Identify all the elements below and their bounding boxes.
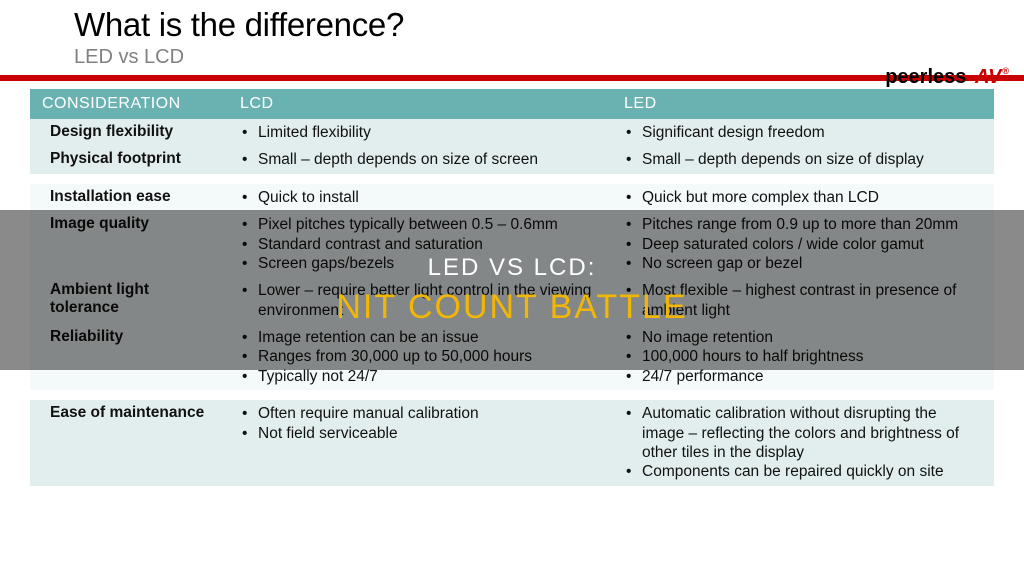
table-row: Installation ease Quick to install Quick b… — [30, 184, 994, 211]
list-item: Typically not 24/7 — [240, 367, 600, 386]
list-item: Deep saturated colors / wide color gamut — [624, 235, 982, 254]
table-row: Ambient light tolerance Lower – require b… — [30, 277, 994, 324]
list-item: Significant design freedom — [624, 123, 982, 142]
brand-part1: peerless — [885, 66, 966, 89]
list-item: Pixel pitches typically between 0.5 – 0.… — [240, 215, 600, 234]
cell-led: Automatic calibration without disrupting… — [612, 400, 994, 486]
page-title: What is the difference? — [74, 6, 1024, 44]
header-rule — [0, 75, 1024, 81]
cell-lcd: Often require manual calibrationNot fiel… — [228, 400, 612, 486]
list-item: 24/7 performance — [624, 367, 982, 386]
col-header-led: LED — [612, 89, 994, 119]
list-item: No screen gap or bezel — [624, 254, 982, 273]
brand-dash: - — [966, 66, 975, 89]
list-item: Small – depth depends on size of display — [624, 150, 982, 169]
page-subtitle: LED vs LCD — [74, 46, 1024, 69]
list-item: Image retention can be an issue — [240, 328, 600, 347]
brand-registered: ® — [1002, 66, 1009, 76]
table-row: Physical footprint Small – depth depends … — [30, 146, 994, 173]
cell-led: Pitches range from 0.9 up to more than 2… — [612, 211, 994, 277]
cell-lcd: Pixel pitches typically between 0.5 – 0.… — [228, 211, 612, 277]
table-row: ReliabilityImage retention can be an iss… — [30, 324, 994, 390]
cell-led: Quick but more complex than LCD — [612, 184, 994, 211]
col-header-lcd: LCD — [228, 89, 612, 119]
row-spacer — [30, 174, 994, 184]
list-item: Quick but more complex than LCD — [624, 188, 982, 207]
table-row: Design flexibility Limited flexibility Sig… — [30, 119, 994, 146]
list-item: Lower – require better light control in … — [240, 281, 600, 320]
list-item: No image retention — [624, 328, 982, 347]
cell-consideration: Image quality — [30, 211, 228, 277]
cell-consideration: Ambient light tolerance — [30, 277, 228, 324]
table-row: Image quality Pixel pitches typically bet… — [30, 211, 994, 277]
table-body: Design flexibility Limited flexibility Sig… — [30, 119, 994, 486]
col-header-consideration: CONSIDERATION — [30, 89, 228, 119]
cell-consideration: Reliability — [30, 324, 228, 390]
cell-led: Small – depth depends on size of display — [612, 146, 994, 173]
list-item: Pitches range from 0.9 up to more than 2… — [624, 215, 982, 234]
cell-lcd: Quick to install — [228, 184, 612, 211]
watermark: Shun Digital — [920, 515, 1002, 531]
cell-consideration: Installation ease — [30, 184, 228, 211]
list-item: 100,000 hours to half brightness — [624, 347, 982, 366]
list-item: Small – depth depends on size of screen — [240, 150, 600, 169]
cell-led: No image retention100,000 hours to half … — [612, 324, 994, 390]
cell-consideration: Ease of maintenance — [30, 400, 228, 486]
cell-lcd: Lower – require better light control in … — [228, 277, 612, 324]
title-block: What is the difference? LED vs LCD — [0, 0, 1024, 69]
list-item: Often require manual calibration — [240, 404, 600, 423]
cell-lcd: Image retention can be an issueRanges fr… — [228, 324, 612, 390]
table-row: Ease of maintenanceOften require manual … — [30, 400, 994, 486]
table-header-row: CONSIDERATION LCD LED — [30, 89, 994, 119]
comparison-table: CONSIDERATION LCD LED Design flexibility… — [30, 89, 994, 486]
list-item: Most flexible – highest contrast in pres… — [624, 281, 982, 320]
cell-lcd: Limited flexibility — [228, 119, 612, 146]
list-item: Screen gaps/bezels — [240, 254, 600, 273]
slide: What is the difference? LED vs LCD peerl… — [0, 0, 1024, 567]
list-item: Ranges from 30,000 up to 50,000 hours — [240, 347, 600, 366]
list-item: Automatic calibration without disrupting… — [624, 404, 982, 462]
list-item: Limited flexibility — [240, 123, 600, 142]
list-item: Standard contrast and saturation — [240, 235, 600, 254]
cell-consideration: Physical footprint — [30, 146, 228, 173]
brand-logo: peerless - AV ® — [885, 66, 1008, 89]
list-item: Not field serviceable — [240, 424, 600, 443]
cell-led: Most flexible – highest contrast in pres… — [612, 277, 994, 324]
cell-led: Significant design freedom — [612, 119, 994, 146]
brand-part2: AV — [975, 66, 1001, 89]
cell-consideration: Design flexibility — [30, 119, 228, 146]
row-spacer — [30, 390, 994, 400]
list-item: Quick to install — [240, 188, 600, 207]
list-item: Components can be repaired quickly on si… — [624, 462, 982, 481]
cell-lcd: Small – depth depends on size of screen — [228, 146, 612, 173]
